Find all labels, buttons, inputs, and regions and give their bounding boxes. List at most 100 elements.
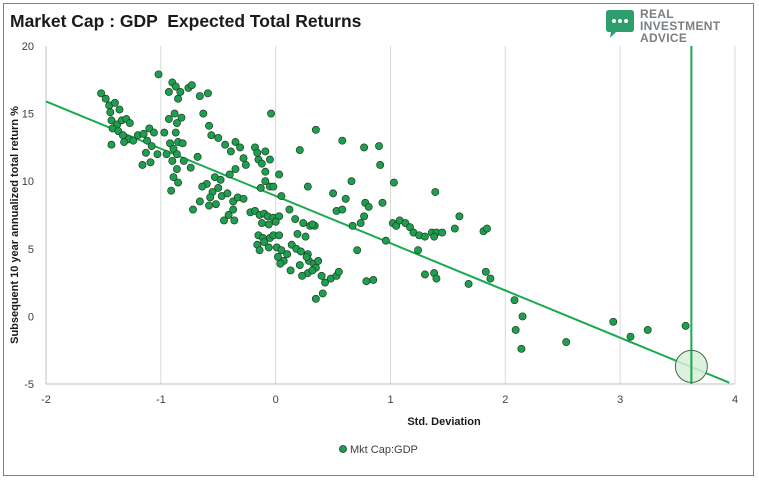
data-point bbox=[438, 228, 447, 237]
data-point bbox=[681, 321, 690, 330]
data-point bbox=[115, 105, 124, 114]
tick-labels: -2 -1 0 1 2 3 4 -5 0 5 10 15 20 bbox=[22, 41, 738, 406]
y-tick-label: 0 bbox=[28, 311, 34, 323]
data-point bbox=[193, 152, 202, 161]
data-point bbox=[172, 150, 181, 159]
data-point bbox=[317, 271, 326, 280]
data-point bbox=[334, 267, 343, 276]
x-tick-label: -1 bbox=[156, 394, 166, 406]
data-point bbox=[255, 246, 264, 255]
data-point bbox=[291, 215, 300, 224]
data-point bbox=[199, 109, 208, 118]
data-point bbox=[239, 194, 248, 203]
data-point bbox=[298, 271, 307, 280]
data-point bbox=[189, 205, 197, 214]
data-point bbox=[303, 182, 312, 191]
data-point bbox=[216, 175, 225, 184]
data-point bbox=[483, 224, 491, 233]
data-point bbox=[430, 232, 439, 241]
data-point bbox=[301, 232, 310, 241]
logo-line-1: REAL bbox=[640, 7, 674, 21]
data-point bbox=[147, 142, 156, 150]
data-point bbox=[348, 221, 357, 230]
data-point bbox=[276, 259, 285, 268]
data-point bbox=[265, 155, 274, 164]
data-point bbox=[643, 325, 652, 334]
data-point bbox=[120, 138, 129, 146]
data-point bbox=[431, 188, 440, 196]
data-point bbox=[164, 115, 173, 123]
data-point bbox=[174, 94, 183, 103]
data-point bbox=[302, 252, 311, 261]
data-point bbox=[308, 220, 317, 229]
data-point bbox=[283, 250, 292, 259]
data-point bbox=[214, 133, 223, 142]
data-point bbox=[229, 205, 238, 214]
data-point bbox=[267, 109, 276, 118]
data-point bbox=[299, 219, 308, 228]
data-point bbox=[264, 220, 273, 229]
data-point bbox=[101, 94, 110, 103]
data-point bbox=[187, 81, 196, 90]
data-point bbox=[149, 128, 158, 137]
data-point bbox=[378, 198, 387, 207]
data-point bbox=[311, 294, 320, 303]
x-axis-title: Std. Deviation bbox=[407, 416, 481, 428]
data-point bbox=[214, 184, 223, 192]
data-point bbox=[236, 143, 245, 152]
data-point bbox=[389, 178, 398, 187]
logo: REAL INVESTMENT ADVICE bbox=[603, 8, 743, 44]
x-tick-label: 0 bbox=[273, 394, 279, 406]
data-point bbox=[207, 131, 216, 140]
data-point bbox=[518, 312, 527, 321]
data-point bbox=[231, 138, 240, 146]
data-point bbox=[225, 170, 234, 179]
data-point bbox=[179, 156, 188, 165]
data-point bbox=[205, 121, 214, 130]
y-axis-title: Subsequent 10 year annualized total retu… bbox=[9, 106, 21, 344]
data-point bbox=[177, 113, 186, 122]
data-point bbox=[338, 205, 347, 214]
x-tick-label: 2 bbox=[502, 394, 508, 406]
logo-line-2: INVESTMENT bbox=[640, 19, 721, 33]
data-point bbox=[106, 108, 115, 117]
data-point bbox=[314, 257, 323, 265]
data-point bbox=[286, 266, 295, 275]
data-point bbox=[271, 217, 280, 226]
x-tick-label: -2 bbox=[41, 394, 51, 406]
data-point bbox=[285, 205, 294, 214]
legend: Mkt Cap:GDP bbox=[339, 444, 418, 456]
data-points bbox=[97, 70, 690, 353]
y-tick-label: 10 bbox=[22, 176, 34, 188]
data-point bbox=[353, 246, 362, 255]
data-point bbox=[464, 280, 473, 288]
data-point bbox=[212, 200, 220, 209]
data-point bbox=[164, 88, 173, 96]
data-point bbox=[308, 266, 317, 275]
data-point bbox=[170, 109, 179, 118]
data-point bbox=[364, 202, 373, 211]
data-point bbox=[261, 147, 270, 156]
data-point bbox=[129, 136, 138, 145]
chart-title: Market Cap : GDP Expected Total Returns bbox=[10, 11, 362, 31]
data-point bbox=[107, 116, 116, 125]
y-tick-label: 20 bbox=[22, 41, 34, 53]
data-point bbox=[154, 70, 163, 79]
y-tick-label: 15 bbox=[22, 109, 34, 121]
data-point bbox=[198, 182, 207, 191]
data-point bbox=[97, 89, 106, 98]
data-point bbox=[455, 212, 464, 221]
data-point bbox=[510, 296, 519, 305]
data-point bbox=[174, 178, 183, 187]
legend-label: Mkt Cap:GDP bbox=[350, 444, 418, 456]
data-point bbox=[257, 219, 266, 228]
data-point bbox=[295, 146, 304, 155]
data-point bbox=[206, 193, 215, 202]
data-point bbox=[256, 184, 265, 192]
data-point bbox=[375, 142, 383, 150]
data-point bbox=[205, 201, 214, 210]
y-tick-label: 5 bbox=[28, 244, 34, 256]
data-point bbox=[609, 317, 618, 326]
data-point bbox=[125, 119, 134, 128]
